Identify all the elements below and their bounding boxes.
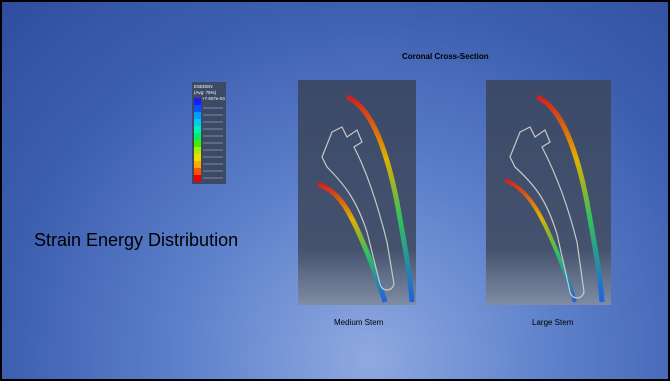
section-title: Coronal Cross-Section [402,52,489,61]
panel-caption: Large Stem [532,318,573,327]
medium-stem-image [298,80,416,305]
large-stem-image [486,80,611,305]
panel-caption: Medium Stem [334,318,383,327]
slide-title: Strain Energy Distribution [34,230,238,251]
slide: ESEDEN (Avg: 75%) +7.607e-04 [0,0,670,381]
